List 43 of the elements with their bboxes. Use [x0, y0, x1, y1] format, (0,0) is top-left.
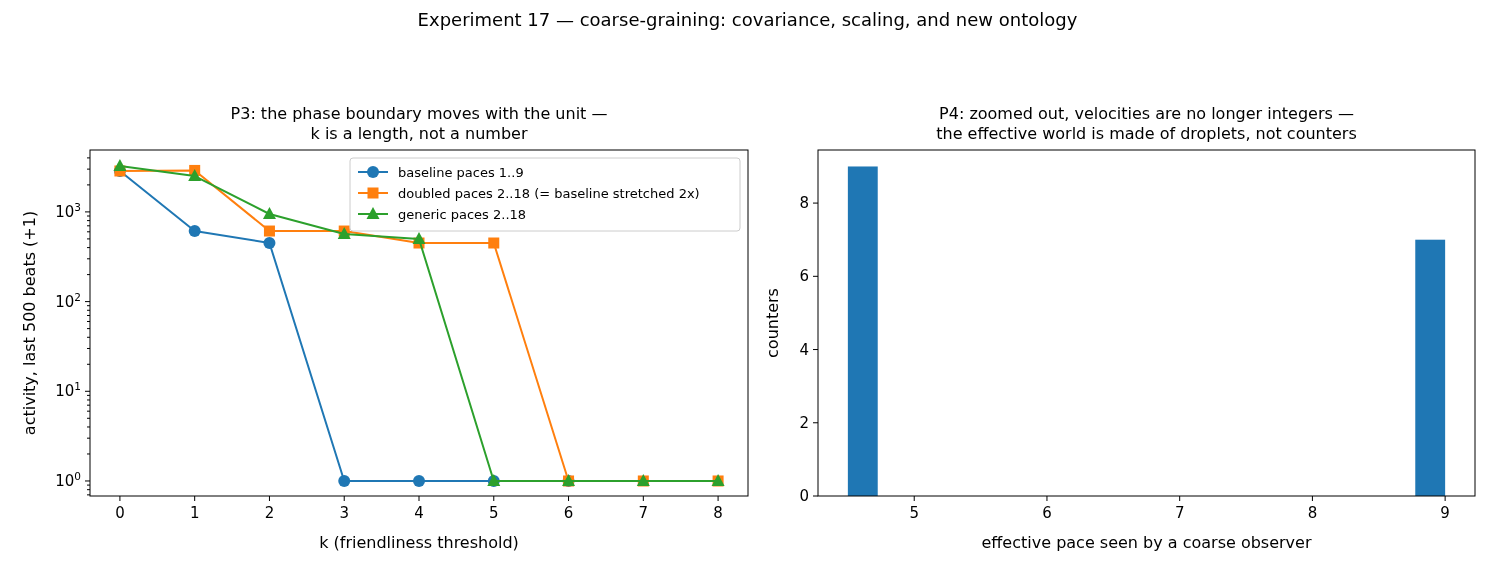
- legend-label: baseline paces 1..9: [398, 164, 524, 180]
- x-axis-title: k (friendliness threshold): [319, 533, 519, 552]
- y-axis-title: activity, last 500 beats (+1): [20, 210, 39, 436]
- point: [488, 237, 500, 249]
- chart-title: P3: the phase boundary moves with the unit — k is a length, not a number: [230, 104, 608, 143]
- legend-label: generic paces 2..18: [398, 206, 527, 222]
- point: [188, 225, 201, 238]
- x-tick-label: 6: [563, 504, 574, 522]
- y-tick-label: 10$^{1}$: [55, 380, 81, 401]
- y-tick-label: 8: [799, 194, 809, 213]
- y-tick-label: 10$^{3}$: [55, 200, 81, 221]
- x-tick-label: 8: [713, 504, 723, 522]
- y-tick-label: 10$^{2}$: [55, 290, 81, 311]
- x-tick-label: 5: [489, 504, 499, 522]
- point: [263, 225, 275, 237]
- point: [413, 474, 425, 487]
- y-tick-label: 6: [799, 267, 809, 286]
- x-tick-label: 9: [1440, 504, 1450, 522]
- x-tick-label: 0: [115, 504, 125, 522]
- y-tick-label: 10$^{0}$: [55, 469, 81, 490]
- x-tick-label: 8: [1307, 504, 1318, 522]
- x-tick-label: 6: [1042, 504, 1052, 522]
- y-tick-label: 0: [799, 487, 809, 505]
- x-tick-label: 3: [339, 504, 349, 522]
- x-tick-label: 4: [414, 504, 424, 522]
- y-tick-label: 4: [799, 340, 809, 359]
- point: [113, 158, 127, 171]
- x-axis-title: effective pace seen by a coarse observer: [981, 533, 1312, 552]
- x-tick-label: 1: [189, 504, 200, 522]
- point: [188, 169, 202, 182]
- y-axis-title: counters: [763, 288, 782, 358]
- point: [338, 474, 351, 487]
- x-tick-label: 5: [909, 504, 919, 522]
- chart-title: P4: zoomed out, velocities are no longer integers — the effective world is made of droplets, not counters: [936, 104, 1357, 143]
- legend-label: doubled paces 2..18 (= baseline stretched 2x): [398, 185, 700, 201]
- x-tick-label: 2: [264, 504, 275, 522]
- point: [412, 231, 426, 244]
- x-tick-label: 7: [1174, 504, 1185, 522]
- x-tick-label: 7: [638, 504, 649, 522]
- text: Experiment 17 — coarse-graining: covariance, scaling, and new ontology: [417, 9, 1078, 30]
- point: [263, 237, 276, 250]
- point: [262, 206, 276, 219]
- y-tick-label: 2: [799, 413, 809, 432]
